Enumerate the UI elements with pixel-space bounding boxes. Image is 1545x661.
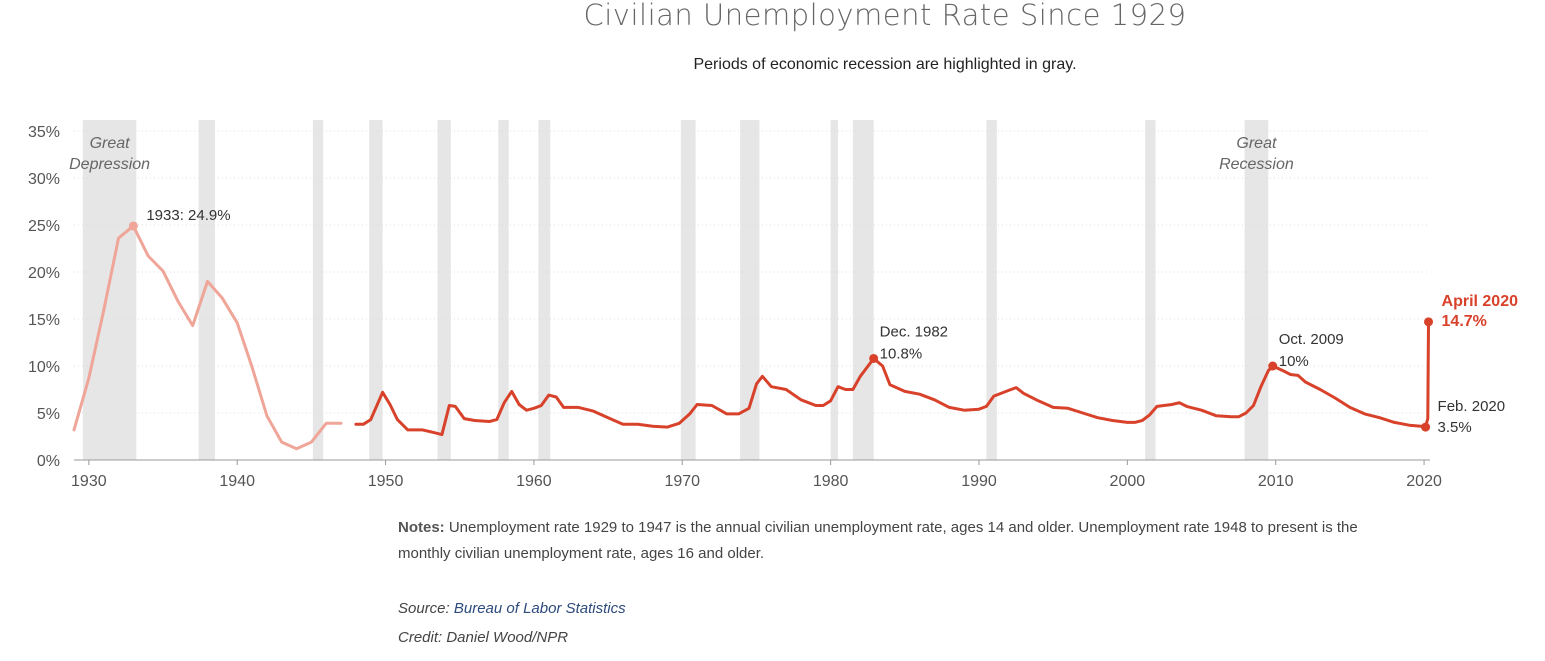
recession-band-12 — [1145, 120, 1156, 460]
y-tick-label-5: 5% — [37, 406, 60, 423]
notes-text: Unemployment rate 1929 to 1947 is the an… — [398, 519, 1358, 562]
x-tick-label-1940: 1940 — [219, 473, 255, 490]
annotation-label-0: 1933: 24.9% — [146, 207, 230, 224]
annotation-label-1-line2: 10.8% — [880, 345, 923, 362]
recession-band-11 — [986, 120, 997, 460]
annotation-point-4 — [1424, 317, 1434, 327]
x-tick-label-2020: 2020 — [1406, 473, 1442, 490]
recession-band-5 — [498, 120, 509, 460]
y-tick-label-20: 20% — [28, 265, 60, 282]
recession-label-0-line1: Great — [90, 135, 131, 152]
annotation-label-2-line1: Oct. 2009 — [1279, 331, 1344, 348]
recession-band-6 — [538, 120, 551, 460]
recession-band-10 — [852, 120, 874, 460]
annotation-label-3-line1: Feb. 2020 — [1438, 398, 1506, 415]
x-tick-label-1970: 1970 — [664, 473, 700, 490]
recession-band-2 — [312, 120, 324, 460]
annotation-label-2-line2: 10% — [1279, 353, 1309, 370]
source-label: Source: — [398, 600, 450, 617]
annotation-label-4-line1: April 2020 — [1442, 293, 1519, 310]
recession-band-4 — [437, 120, 451, 460]
x-tick-label-1980: 1980 — [813, 473, 849, 490]
series-line-0 — [72, 224, 343, 451]
x-tick-label-1990: 1990 — [961, 473, 997, 490]
recession-label-1-line1: Great — [1236, 135, 1277, 152]
annotation-point-3 — [1421, 422, 1431, 432]
y-tick-label-30: 30% — [28, 171, 60, 188]
y-tick-label-25: 25% — [28, 218, 60, 235]
chart-title: Civilian Unemployment Rate Since 1929 — [583, 0, 1187, 32]
x-tick-label-1960: 1960 — [516, 473, 552, 490]
x-tick-label-1950: 1950 — [368, 473, 404, 490]
recession-band-13 — [1244, 120, 1269, 460]
annotation-label-3-line2: 3.5% — [1438, 419, 1472, 436]
source-link[interactable]: Bureau of Labor Statistics — [453, 600, 626, 617]
recession-band-9 — [830, 120, 839, 460]
recession-label-0-line2: Depression — [69, 156, 150, 173]
annotation-point-1 — [869, 353, 879, 363]
annotation-point-2 — [1268, 361, 1278, 371]
recession-band-1 — [198, 120, 215, 460]
y-tick-label-35: 35% — [28, 124, 60, 141]
x-tick-label-2000: 2000 — [1110, 473, 1146, 490]
recession-band-7 — [680, 120, 696, 460]
y-tick-label-15: 15% — [28, 312, 60, 329]
chart-source: Source: Bureau of Labor Statistics — [398, 600, 626, 617]
recession-band-0 — [82, 120, 137, 460]
chart-notes: Notes: Unemployment rate 1929 to 1947 is… — [398, 515, 1398, 567]
notes-label: Notes: — [398, 519, 445, 536]
annotation-point-0 — [128, 221, 138, 231]
y-tick-label-0: 0% — [37, 453, 60, 470]
chart-subtitle: Periods of economic recession are highli… — [693, 56, 1077, 73]
recession-band-3 — [369, 120, 383, 460]
recession-band-8 — [740, 120, 760, 460]
annotation-label-4-line2: 14.7% — [1442, 313, 1487, 330]
chart-credit: Credit: Daniel Wood/NPR — [398, 629, 569, 646]
y-tick-label-10: 10% — [28, 359, 60, 376]
x-tick-label-2010: 2010 — [1258, 473, 1294, 490]
series-line-1 — [354, 320, 1430, 437]
x-tick-label-1930: 1930 — [71, 473, 107, 490]
annotation-label-1-line1: Dec. 1982 — [880, 323, 948, 340]
recession-label-1-line2: Recession — [1219, 156, 1294, 173]
